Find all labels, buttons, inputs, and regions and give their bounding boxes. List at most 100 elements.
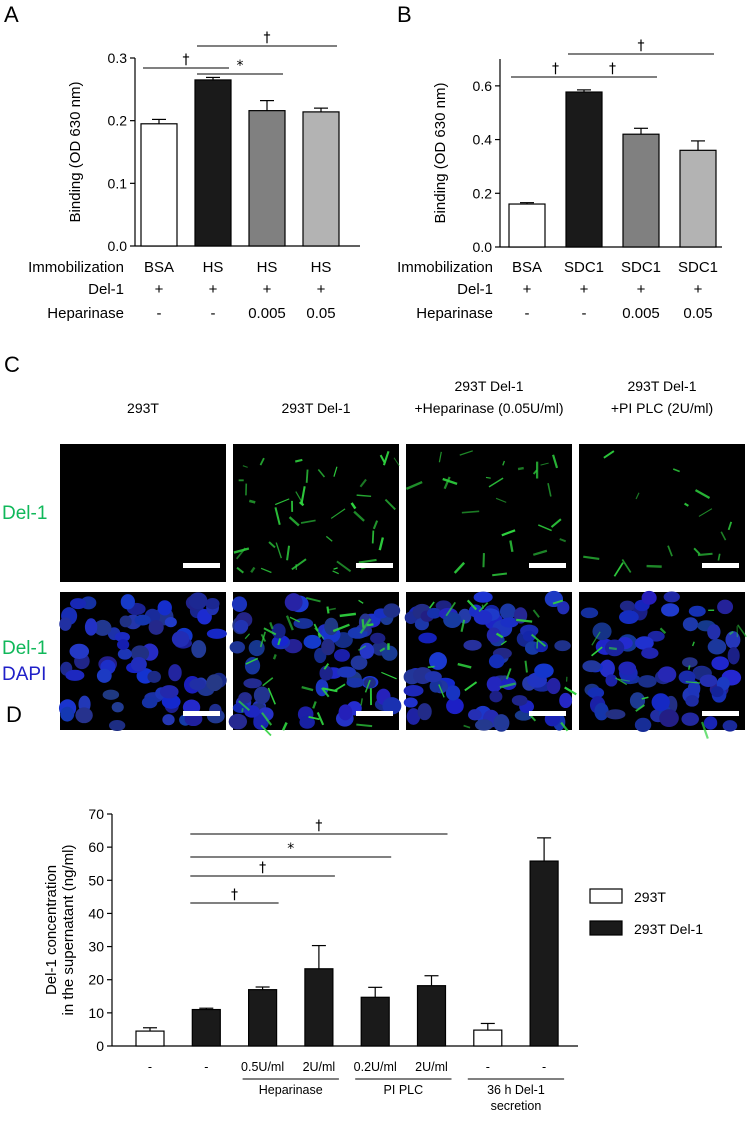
nucleus bbox=[582, 660, 601, 673]
row-label: Immobilization bbox=[397, 259, 493, 276]
green-signal bbox=[524, 660, 528, 673]
nucleus bbox=[148, 619, 164, 635]
green-signal bbox=[505, 668, 512, 680]
nucleus bbox=[346, 677, 365, 688]
row-value: + bbox=[263, 281, 272, 298]
nucleus bbox=[102, 689, 120, 700]
bar bbox=[304, 968, 334, 1047]
nucleus bbox=[191, 640, 207, 658]
green-signal bbox=[502, 460, 506, 466]
nucleus bbox=[69, 643, 90, 659]
nucleus bbox=[253, 686, 271, 704]
nucleus bbox=[522, 630, 536, 642]
green-signal bbox=[300, 486, 306, 504]
green-signal bbox=[463, 724, 471, 729]
column-label: 293T bbox=[127, 400, 159, 416]
nucleus bbox=[59, 617, 72, 631]
nucleus bbox=[134, 614, 151, 626]
green-signal bbox=[333, 683, 346, 692]
green-signal bbox=[532, 469, 538, 475]
nucleus bbox=[359, 642, 375, 659]
green-signal bbox=[530, 715, 537, 722]
green-signal bbox=[672, 468, 680, 473]
nucleus bbox=[229, 641, 246, 654]
y-tick-label: 0.0 bbox=[108, 238, 128, 254]
nucleus bbox=[499, 603, 516, 620]
legend-swatch bbox=[589, 920, 623, 936]
green-signal bbox=[289, 616, 300, 623]
green-signal bbox=[339, 612, 357, 618]
nucleus bbox=[426, 607, 442, 619]
nucleus bbox=[511, 695, 528, 706]
green-signal bbox=[560, 721, 569, 732]
micrograph-tile bbox=[60, 444, 226, 582]
nucleus bbox=[303, 634, 322, 649]
nucleus bbox=[443, 612, 462, 628]
nucleus bbox=[634, 717, 652, 732]
x-tick-label: 0.2U/ml bbox=[354, 1060, 397, 1074]
green-signal bbox=[242, 465, 248, 468]
scale-bar bbox=[529, 711, 566, 716]
green-signal bbox=[359, 618, 372, 634]
nucleus bbox=[228, 713, 248, 730]
nucleus bbox=[647, 630, 665, 642]
significance-symbol: † bbox=[315, 818, 322, 834]
green-signal bbox=[499, 682, 517, 689]
nucleus bbox=[659, 709, 679, 728]
y-tick-label: 0 bbox=[96, 1038, 104, 1054]
bar bbox=[135, 1030, 165, 1047]
column-label: 293T Del-1 bbox=[281, 400, 350, 416]
column-label: 293T Del-1 bbox=[454, 378, 523, 394]
nucleus bbox=[403, 697, 418, 708]
y-tick-label: 0.4 bbox=[473, 132, 493, 148]
column-label: +PI PLC (2U/ml) bbox=[611, 400, 713, 416]
green-signal bbox=[260, 567, 272, 574]
bar bbox=[416, 985, 447, 1047]
y-tick-label: 0.6 bbox=[473, 78, 493, 94]
green-signal bbox=[358, 558, 377, 564]
green-signal bbox=[322, 687, 338, 693]
group-label: Heparinase bbox=[259, 1083, 323, 1097]
nucleus bbox=[60, 706, 75, 722]
row-label: Del-1 bbox=[88, 281, 124, 298]
green-signal bbox=[281, 722, 288, 731]
green-signal bbox=[453, 561, 466, 574]
nucleus bbox=[587, 687, 605, 699]
nucleus bbox=[651, 693, 670, 712]
green-signal bbox=[720, 531, 727, 541]
y-tick-label: 0.1 bbox=[108, 175, 128, 191]
nucleus bbox=[370, 632, 386, 644]
y-tick-label: 0.2 bbox=[108, 113, 128, 129]
nucleus bbox=[707, 624, 721, 640]
green-signal bbox=[382, 450, 390, 466]
green-signal bbox=[737, 624, 747, 638]
green-signal bbox=[603, 450, 615, 459]
y-axis-label: Del-1 concentration bbox=[43, 865, 60, 995]
significance-symbol: † bbox=[264, 30, 271, 46]
nucleus bbox=[710, 686, 724, 698]
nucleus bbox=[619, 610, 639, 625]
green-signal bbox=[691, 641, 695, 647]
green-signal bbox=[272, 654, 277, 660]
nucleus bbox=[493, 714, 510, 732]
nucleus bbox=[488, 654, 505, 669]
bar bbox=[473, 1029, 503, 1047]
bar bbox=[140, 123, 178, 247]
nucleus bbox=[473, 591, 493, 603]
y-axis-label: Binding (OD 630 nm) bbox=[432, 83, 449, 224]
nucleus bbox=[161, 694, 181, 709]
nucleus bbox=[687, 680, 701, 697]
green-signal bbox=[275, 542, 282, 559]
row-value: SDC1 bbox=[564, 259, 604, 276]
nucleus bbox=[557, 601, 570, 615]
nucleus bbox=[231, 596, 248, 612]
y-tick-label: 60 bbox=[88, 839, 104, 855]
green-signal bbox=[321, 687, 330, 698]
row-value: HS bbox=[203, 259, 224, 276]
nucleus bbox=[592, 622, 612, 641]
nucleus bbox=[429, 679, 443, 693]
green-signal bbox=[323, 662, 330, 670]
green-signal bbox=[547, 483, 552, 497]
row-value: 0.05 bbox=[683, 305, 712, 322]
row-value: HS bbox=[257, 259, 278, 276]
